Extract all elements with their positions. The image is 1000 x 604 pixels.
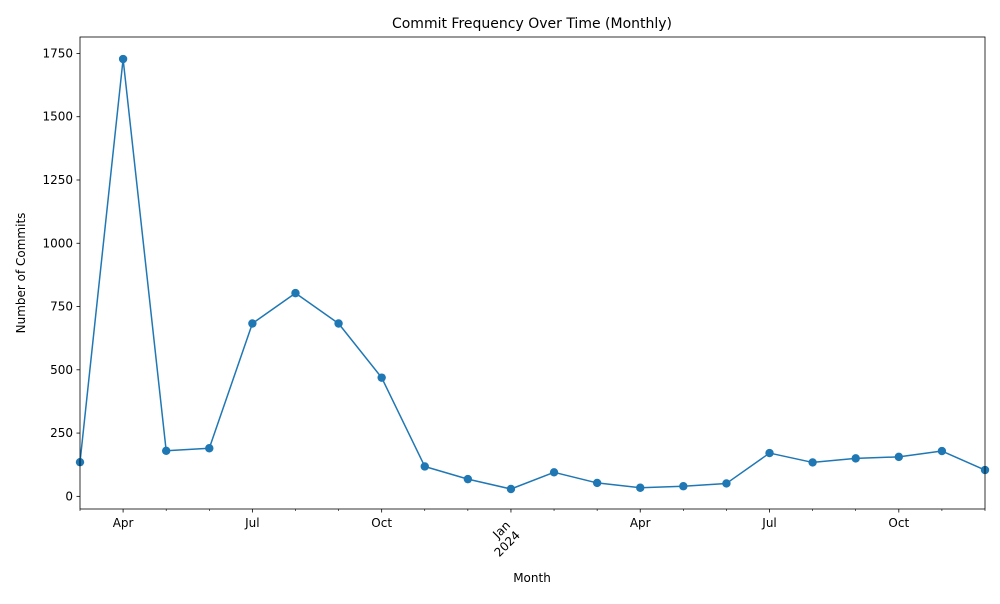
data-point	[722, 479, 731, 488]
plot-frame	[79, 36, 986, 510]
x-tick-label: Apr	[113, 516, 134, 530]
data-point	[592, 478, 602, 488]
x-axis-label: Month	[513, 571, 551, 585]
data-point	[291, 288, 300, 298]
data-point	[377, 373, 386, 382]
data-point	[549, 468, 559, 477]
y-tick-label: 500	[50, 363, 73, 377]
y-tick-label: 250	[50, 426, 73, 440]
data-point	[636, 483, 645, 492]
x-tick-label: Jan2024	[482, 518, 523, 559]
y-axis-label: Number of Commits	[14, 213, 28, 334]
data-point	[334, 319, 343, 328]
y-tick-label: 750	[50, 300, 73, 314]
data-point	[765, 448, 774, 458]
data-point	[463, 474, 473, 484]
data-point	[679, 482, 688, 491]
data-point	[894, 452, 904, 462]
data-point	[808, 458, 817, 467]
data-point	[161, 446, 171, 455]
series-line	[79, 58, 986, 490]
data-point	[937, 446, 947, 456]
x-tick-label: Apr	[630, 516, 651, 530]
y-tick-label: 1500	[42, 110, 73, 124]
data-point	[118, 54, 128, 64]
data-point	[248, 319, 257, 328]
data-point	[851, 454, 860, 463]
y-tick-label: 1250	[42, 173, 73, 187]
x-tick-label: Oct	[888, 516, 909, 530]
y-tick-label: 0	[65, 489, 73, 503]
data-point	[420, 462, 429, 471]
x-tick-label: Jul	[761, 516, 776, 530]
data-point	[205, 444, 214, 453]
x-tick-label: Oct	[371, 516, 392, 530]
chart-title: Commit Frequency Over Time (Monthly)	[392, 16, 672, 32]
y-tick-label: 1750	[42, 46, 73, 60]
data-point	[506, 484, 516, 494]
x-tick-label: Jul	[244, 516, 259, 530]
y-tick-label: 1000	[42, 236, 73, 250]
